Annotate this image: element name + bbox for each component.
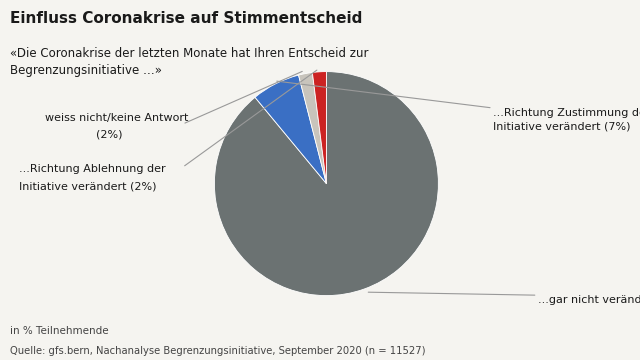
Wedge shape [312, 72, 326, 184]
Wedge shape [214, 72, 438, 296]
Wedge shape [298, 72, 326, 184]
Text: ...Richtung Zustimmung der
Initiative verändert (7%): ...Richtung Zustimmung der Initiative ve… [493, 108, 640, 131]
Wedge shape [255, 75, 326, 184]
Text: Quelle: gfs.bern, Nachanalyse Begrenzungsinitiative, September 2020 (n = 11527): Quelle: gfs.bern, Nachanalyse Begrenzung… [10, 346, 425, 356]
Text: ...Richtung Ablehnung der: ...Richtung Ablehnung der [19, 164, 166, 174]
Text: Einfluss Coronakrise auf Stimmentscheid: Einfluss Coronakrise auf Stimmentscheid [10, 11, 362, 26]
Text: (2%): (2%) [96, 130, 122, 140]
Text: in % Teilnehmende: in % Teilnehmende [10, 326, 108, 336]
Text: Initiative verändert (2%): Initiative verändert (2%) [19, 182, 157, 192]
Text: ...gar nicht verändert (89%): ...gar nicht verändert (89%) [538, 295, 640, 305]
Text: weiss nicht/keine Antwort: weiss nicht/keine Antwort [45, 113, 188, 123]
Text: «Die Coronakrise der letzten Monate hat Ihren Entscheid zur
Begrenzungsinitiativ: «Die Coronakrise der letzten Monate hat … [10, 47, 368, 77]
